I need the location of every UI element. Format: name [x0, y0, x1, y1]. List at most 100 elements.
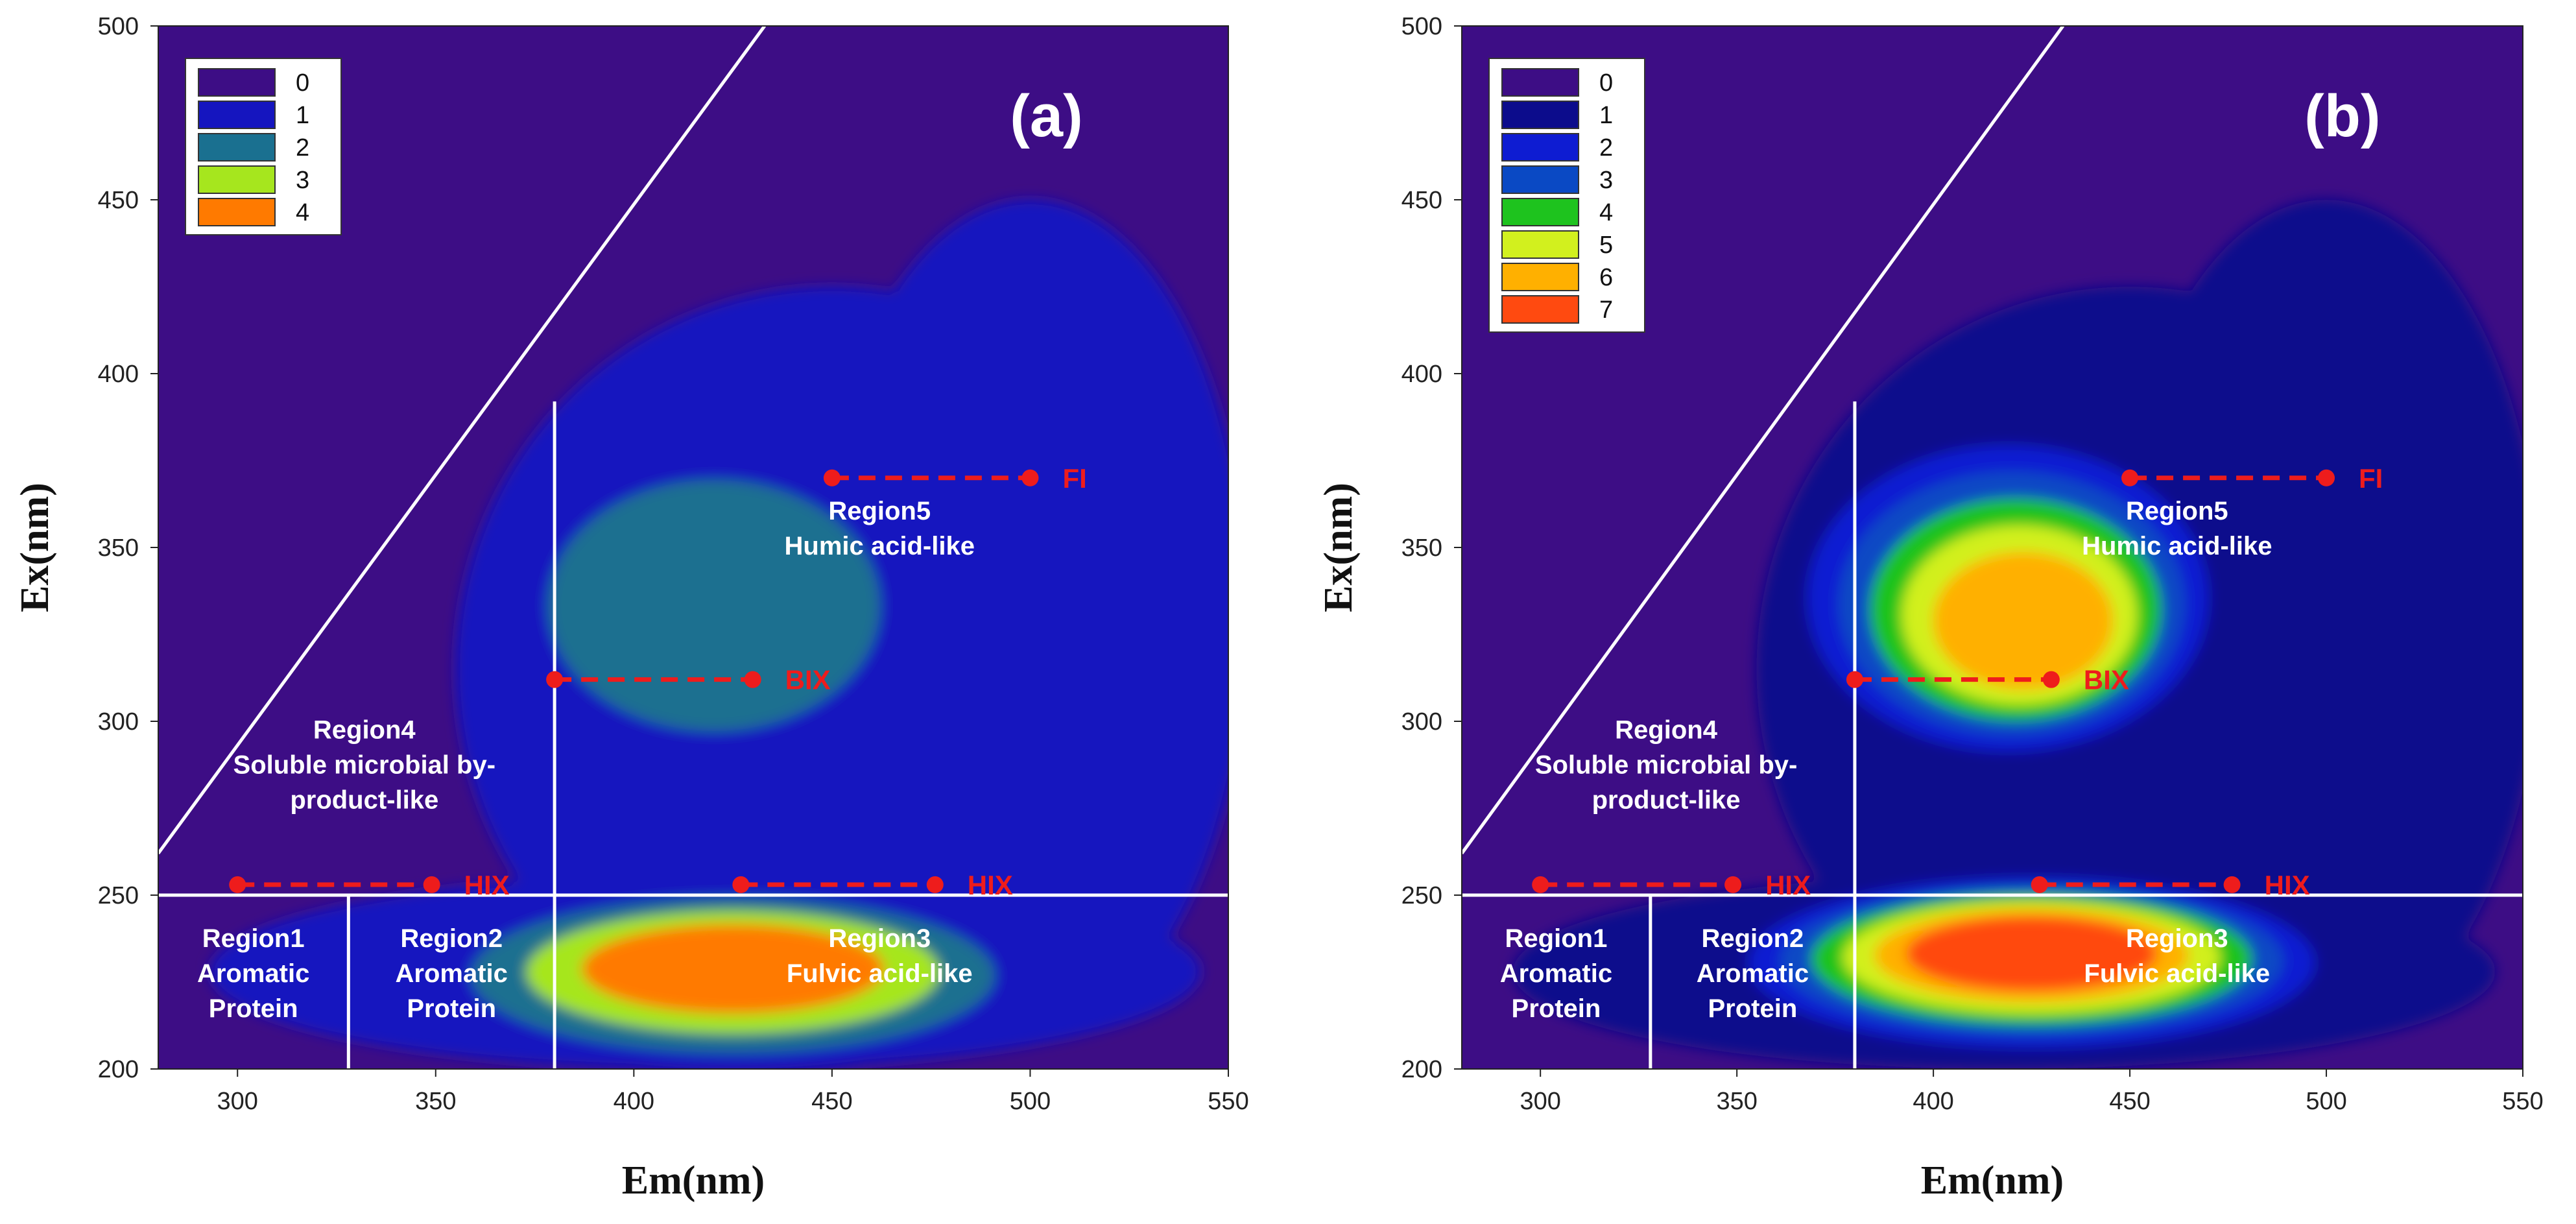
region-label-5: Region5 Humic acid-like — [785, 497, 975, 560]
y-tick-label-450: 450 — [98, 187, 139, 214]
legend-swatch-3 — [198, 165, 276, 194]
x-tick-label-300: 300 — [217, 1088, 258, 1115]
index-label: HIX — [1765, 870, 1811, 900]
fluorescence-contours — [209, 200, 1228, 1069]
contour-peak-2-level-4 — [582, 924, 885, 1014]
index-label: HIX — [464, 870, 510, 900]
y-tick-label-400: 400 — [1401, 361, 1442, 388]
index-end-dot — [2223, 876, 2241, 893]
index-marker-fi-1: FI — [823, 463, 1087, 494]
region-label-2: Region2 Aromatic Protein — [396, 924, 508, 1023]
legend-label-4: 4 — [1599, 199, 1613, 226]
x-tick-label-450: 450 — [811, 1088, 852, 1115]
region-label-3: Region3 Fulvic acid-like — [2084, 924, 2270, 988]
index-start-dot — [229, 876, 246, 893]
x-axis-label: Em(nm) — [622, 1158, 765, 1203]
index-marker-bix-2: BIX — [546, 665, 831, 695]
y-axis-label: Ex(nm) — [13, 483, 57, 612]
y-tick-label-350: 350 — [1401, 534, 1442, 562]
index-marker-bix-2: BIX — [1846, 665, 2129, 695]
index-marker-fi-1: FI — [2121, 463, 2383, 494]
index-start-dot — [2121, 469, 2139, 486]
y-tick-label-400: 400 — [98, 361, 139, 388]
legend-label-6: 6 — [1599, 264, 1613, 291]
y-tick-label-300: 300 — [1401, 708, 1442, 736]
legend-label-2: 2 — [296, 134, 309, 162]
contour-peak-1-level-2 — [547, 479, 880, 732]
region-label-1: Region1 Aromatic Protein — [1500, 924, 1612, 1023]
index-end-dot — [926, 876, 944, 893]
index-label: HIX — [968, 870, 1013, 900]
contour-peak-2-level-7 — [1905, 916, 2158, 991]
legend-swatch-6 — [1501, 263, 1579, 291]
rayleigh-scatter-line — [156, 25, 767, 855]
y-tick-label-300: 300 — [98, 708, 139, 736]
legend-swatch-4 — [1501, 198, 1579, 226]
legend-swatch-2 — [198, 133, 276, 162]
index-end-dot — [1021, 469, 1039, 486]
y-tick-label-250: 250 — [1401, 882, 1442, 909]
y-tick-label-450: 450 — [1401, 187, 1442, 214]
region-label-2: Region2 Aromatic Protein — [1697, 924, 1809, 1023]
y-tick-label-500: 500 — [98, 13, 139, 40]
x-tick-label-450: 450 — [2109, 1088, 2150, 1115]
rayleigh-scatter-line — [1460, 25, 2065, 855]
y-tick-label-250: 250 — [98, 882, 139, 909]
index-start-dot — [732, 876, 750, 893]
index-marker-hix-4: HIX — [732, 870, 1013, 900]
legend-swatch-0 — [1501, 68, 1579, 97]
legend-label-7: 7 — [1599, 296, 1613, 324]
legend-label-0: 0 — [1599, 69, 1613, 97]
index-start-dot — [1846, 671, 1863, 688]
legend-swatch-4 — [198, 198, 276, 226]
legend-swatch-1 — [198, 101, 276, 129]
y-tick-label-200: 200 — [1401, 1056, 1442, 1083]
index-marker-hix-4: HIX — [2031, 870, 2310, 900]
region-label-4: Region4 Soluble microbial by-product-like — [233, 715, 496, 814]
legend-label-5: 5 — [1599, 232, 1613, 259]
index-start-dot — [823, 469, 841, 486]
x-tick-label-350: 350 — [1716, 1088, 1757, 1115]
y-axis-label: Ex(nm) — [1317, 483, 1361, 612]
x-tick-label-550: 550 — [1208, 1088, 1248, 1115]
x-axis-label: Em(nm) — [1921, 1158, 2064, 1203]
index-marker-hix-3: HIX — [229, 870, 510, 900]
x-tick-label-550: 550 — [2502, 1088, 2543, 1115]
panel-label: (a) — [1010, 83, 1082, 149]
legend-swatch-1 — [1501, 101, 1579, 129]
contour-level-1 — [812, 200, 1228, 1035]
legend: 0 1 2 3 4 — [185, 58, 342, 235]
index-end-dot — [1724, 876, 1742, 893]
y-tick-label-200: 200 — [98, 1056, 139, 1083]
eem-panel-b: Region1 Aromatic Protein Region2 Aromatic Pro… — [1317, 13, 2544, 1203]
contour-level-1 — [2110, 200, 2523, 1035]
legend-label-4: 4 — [296, 199, 309, 226]
index-label: FI — [1062, 463, 1086, 494]
index-label: BIX — [785, 665, 831, 695]
panel-label: (b) — [2304, 83, 2380, 149]
x-tick-label-300: 300 — [1520, 1088, 1560, 1115]
legend-swatch-3 — [1501, 165, 1579, 194]
eem-panel-a: Region1 Aromatic Protein Region2 Aromatic Pro… — [13, 13, 1249, 1203]
index-start-dot — [1532, 876, 1549, 893]
x-tick-label-400: 400 — [614, 1088, 654, 1115]
legend-swatch-2 — [1501, 133, 1579, 162]
x-tick-label-500: 500 — [1010, 1088, 1051, 1115]
legend-label-1: 1 — [296, 102, 309, 129]
index-end-dot — [2318, 469, 2335, 486]
index-marker-hix-3: HIX — [1532, 870, 1811, 900]
index-start-dot — [546, 671, 564, 688]
x-tick-label-350: 350 — [415, 1088, 456, 1115]
index-end-dot — [2042, 671, 2060, 688]
legend-label-0: 0 — [296, 69, 309, 97]
index-end-dot — [744, 671, 761, 688]
region-label-3: Region3 Fulvic acid-like — [787, 924, 973, 988]
region-label-1: Region1 Aromatic Protein — [197, 924, 309, 1023]
legend-label-3: 3 — [296, 167, 309, 194]
legend-swatch-0 — [198, 68, 276, 97]
index-label: HIX — [2265, 870, 2310, 900]
index-label: FI — [2359, 463, 2383, 494]
legend: 0 1 2 3 4 5 6 7 — [1488, 58, 1645, 333]
y-tick-label-350: 350 — [98, 534, 139, 562]
